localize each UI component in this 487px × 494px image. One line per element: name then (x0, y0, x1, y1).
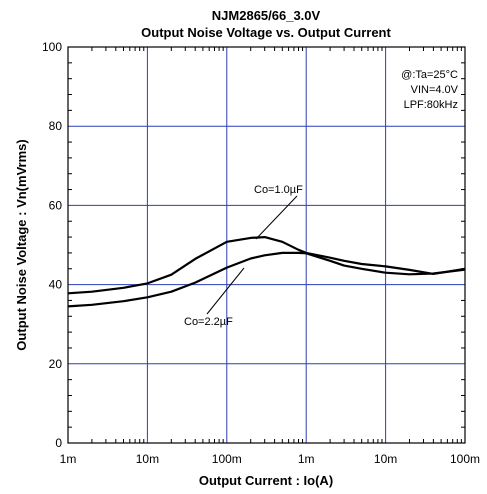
x-tick-label: 1m (298, 452, 315, 466)
x-tick-labels: 1m 10m 100m 1m 10m 100m (60, 452, 480, 466)
series-layer (67, 236, 466, 308)
series-label-co-1uf-leader (255, 195, 298, 240)
x-tick-label: 10m (374, 452, 397, 466)
y-tick-label: 100 (42, 40, 62, 54)
y-axis-label: Output Noise Voltage : Vn(mVrms) (14, 139, 29, 350)
chart-subtitle: Output Noise Voltage vs. Output Current (141, 25, 391, 40)
plot-frame (67, 46, 466, 444)
y-tick-label: 80 (49, 119, 63, 133)
x-tick-label: 1m (60, 452, 77, 466)
x-axis-label: Output Current : Io(A) (199, 473, 333, 488)
chart-title: NJM2865/66_3.0V (212, 8, 321, 23)
series-label-co-2-2uf: Co=2.2µF (184, 316, 233, 328)
condition-line: @:Ta=25°C (401, 69, 458, 81)
series-label-co-2-2uf-leader (206, 267, 245, 315)
y-tick-label: 0 (55, 436, 62, 450)
test-conditions: @:Ta=25°C VIN=4.0V LPF:80kHz (401, 69, 459, 111)
condition-line: LPF:80kHz (404, 99, 458, 111)
x-tick-label: 100m (450, 452, 480, 466)
x-tick-label: 100m (212, 452, 242, 466)
grid (68, 47, 465, 443)
y-tick-label: 20 (49, 357, 63, 371)
series-line-1 (67, 251, 466, 308)
y-tick-label: 40 (49, 278, 63, 292)
x-tick-label: 10m (136, 452, 159, 466)
minor-ticks (68, 47, 465, 443)
series-line-0 (67, 236, 466, 295)
y-tick-label: 60 (49, 198, 63, 212)
condition-line: VIN=4.0V (411, 84, 459, 96)
series-label-co-1uf: Co=1.0µF (254, 184, 303, 196)
y-tick-labels: 0 20 40 60 80 100 (42, 40, 62, 450)
